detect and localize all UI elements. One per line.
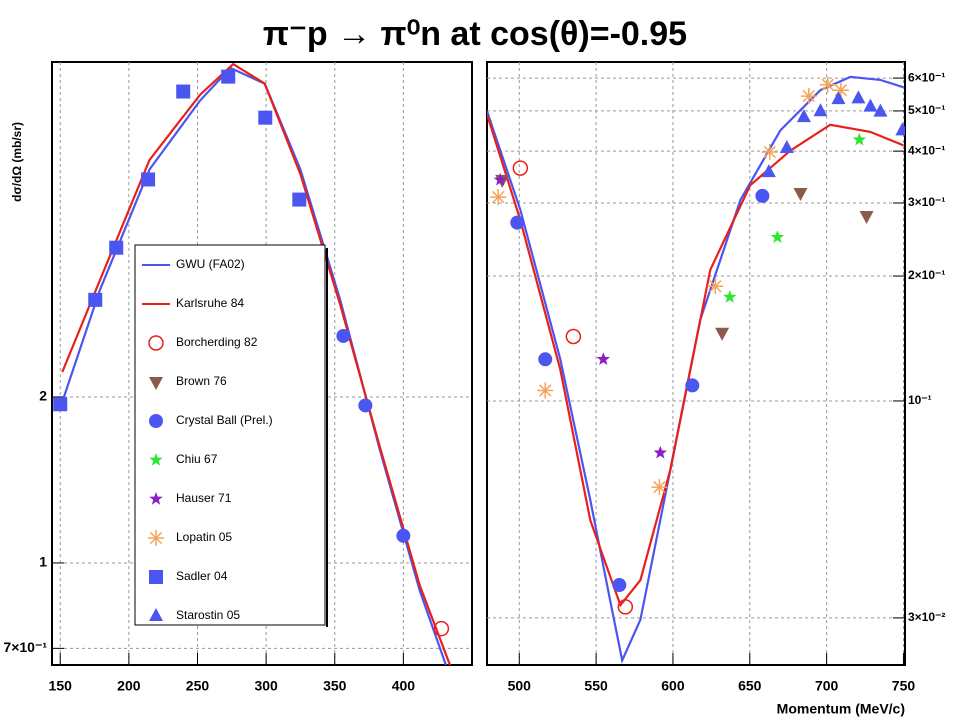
chart-title: π⁻p → π⁰n at cos(θ)=-0.95 <box>263 15 687 53</box>
point <box>863 98 878 112</box>
point <box>493 172 507 186</box>
x-tick-label: 650 <box>738 678 762 694</box>
plot-area <box>53 62 452 665</box>
x-tick-label: 300 <box>254 678 278 694</box>
point <box>761 164 776 178</box>
plot-frame <box>486 61 906 666</box>
x-tick-label: 350 <box>323 678 347 694</box>
point <box>832 82 849 99</box>
x-tick-label: 750 <box>892 678 916 694</box>
legend: GWU (FA02) Karlsruhe 84 Borcherding 82 Brow… <box>134 244 328 627</box>
legend-label: Brown 76 <box>176 374 227 388</box>
y-tick-label: 3×10⁻¹ <box>908 195 945 209</box>
legend-marker <box>149 453 163 466</box>
point <box>755 188 770 203</box>
x-tick-label: 500 <box>508 678 532 694</box>
point <box>715 327 730 341</box>
point <box>873 103 888 117</box>
y-tick-label: 10⁻¹ <box>908 393 932 407</box>
legend-marker <box>148 530 164 546</box>
point <box>141 172 156 187</box>
point <box>538 352 553 367</box>
y-tick-label: 4×10⁻¹ <box>908 143 945 157</box>
legend-label: Karlsruhe 84 <box>176 296 244 310</box>
point <box>685 378 700 393</box>
legend-box <box>134 244 326 626</box>
legend-marker <box>149 414 163 428</box>
point <box>88 292 103 307</box>
legend-label: Crystal Ball (Prel.) <box>176 413 273 427</box>
legend-label: Lopatin 05 <box>176 530 232 544</box>
point <box>651 479 668 496</box>
legend-marker <box>148 335 164 351</box>
point <box>565 328 582 345</box>
point <box>221 69 236 84</box>
point <box>851 90 866 104</box>
point <box>433 620 450 637</box>
legend-marker <box>149 570 163 584</box>
x-tick-label: 400 <box>392 678 416 694</box>
curve <box>61 62 452 665</box>
point <box>292 192 307 207</box>
legend-marker <box>149 492 163 505</box>
y-tick-label: 7×10⁻¹ <box>3 639 47 655</box>
point <box>396 528 411 543</box>
point <box>490 189 507 206</box>
point <box>176 84 191 99</box>
plot-area <box>487 75 905 664</box>
point <box>796 109 811 123</box>
legend-label: GWU (FA02) <box>176 257 245 271</box>
point <box>852 132 866 146</box>
y-tick-label: 5×10⁻¹ <box>908 103 945 117</box>
legend-label: Starostin 05 <box>176 608 240 622</box>
legend-label: Hauser 71 <box>176 491 232 505</box>
x-tick-label: 600 <box>661 678 685 694</box>
legend-label: Chiu 67 <box>176 452 218 466</box>
point <box>819 76 836 93</box>
point <box>596 352 610 365</box>
curve <box>487 114 904 608</box>
point <box>793 188 808 202</box>
point <box>358 398 373 413</box>
point <box>831 91 846 105</box>
point <box>859 211 874 225</box>
point <box>653 445 667 459</box>
point <box>779 140 794 154</box>
point <box>723 290 737 303</box>
point <box>109 240 124 255</box>
point <box>512 160 529 176</box>
point <box>813 103 828 117</box>
point <box>800 88 817 105</box>
point <box>510 215 525 230</box>
x-tick-label: 250 <box>186 678 210 694</box>
x-tick-label: 700 <box>815 678 839 694</box>
y-tick-label: 6×10⁻¹ <box>908 70 945 84</box>
point <box>53 397 68 412</box>
y-tick-label: 2 <box>39 388 47 404</box>
x-tick-label: 200 <box>117 678 141 694</box>
point <box>258 110 273 125</box>
legend-marker <box>149 608 163 621</box>
y-tick-label: 1 <box>39 554 47 570</box>
point <box>617 599 634 615</box>
point <box>612 578 627 593</box>
x-tick-label: 150 <box>49 678 73 694</box>
point <box>770 230 785 243</box>
y-axis-label: dσ/dΩ (mb/sr) <box>10 122 24 202</box>
x-axis-label: Momentum (MeV/c) <box>777 701 905 717</box>
legend-label: Sadler 04 <box>176 569 228 583</box>
point <box>537 382 554 399</box>
legend-marker <box>149 377 163 390</box>
legend-label: Borcherding 82 <box>176 335 258 349</box>
x-tick-label: 550 <box>584 678 608 694</box>
y-tick-label: 2×10⁻¹ <box>908 268 945 282</box>
point <box>707 278 724 295</box>
y-tick-label: 3×10⁻² <box>908 610 945 624</box>
point <box>761 144 778 161</box>
point <box>336 328 351 343</box>
point <box>895 122 905 136</box>
